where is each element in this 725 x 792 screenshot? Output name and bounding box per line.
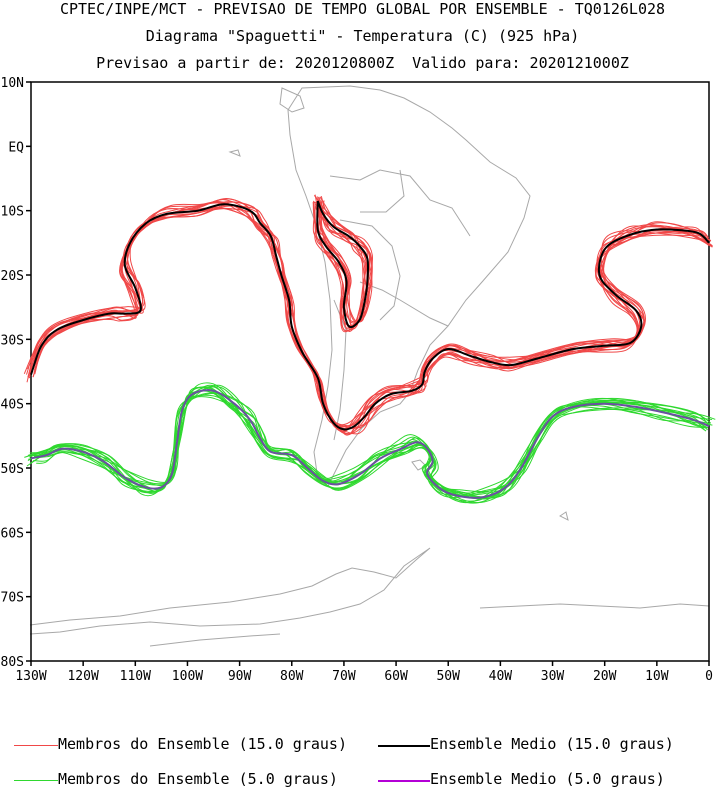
lon-tick-label: 0 (705, 669, 713, 684)
lat-tick-label: 40S (1, 398, 24, 413)
legend-label-mean-5: Ensemble Medio (5.0 graus) (430, 770, 665, 788)
coastline-layer (29, 85, 710, 647)
contour-15deg-andes-mean (316, 200, 370, 328)
map-frame (26, 81, 710, 666)
lon-tick-label: 70W (332, 669, 356, 684)
lon-tick-label: 120W (67, 669, 98, 684)
title-line-2: Diagrama "Spaguetti" - Temperatura (C) (… (145, 27, 580, 45)
lat-tick-label: 70S (1, 591, 24, 606)
lon-tick-label: 50W (436, 669, 460, 684)
lon-tick-label: 80W (280, 669, 304, 684)
legend-swatch-members-5 (14, 780, 58, 781)
contour-layer (23, 194, 716, 504)
contour-5deg-member (29, 386, 705, 499)
contour-5deg-member (33, 394, 709, 504)
lon-tick-label: 90W (228, 669, 252, 684)
title-line-3: Previsao a partir de: 2020120800Z Valido… (96, 54, 629, 72)
contour-5deg-member (24, 382, 711, 497)
legend-swatch-mean-15 (378, 745, 430, 747)
contour-15deg-andes-member (319, 197, 373, 326)
legend-label-members-5: Membros do Ensemble (5.0 graus) (58, 770, 338, 788)
lat-tick-label: EQ (8, 140, 24, 155)
lon-tick-label: 10W (645, 669, 669, 684)
lat-tick-label: 30S (1, 333, 24, 348)
lon-tick-label: 30W (541, 669, 565, 684)
contour-5deg-mean (30, 389, 710, 499)
map-border (30, 81, 710, 662)
contour-15deg-mean (30, 203, 710, 431)
title-line-1: CPTEC/INPE/MCT - PREVISAO DE TEMPO GLOBA… (59, 0, 666, 18)
contour-15deg-andes-member (314, 201, 370, 329)
lon-tick-label: 60W (384, 669, 408, 684)
lat-tick-label: 50S (1, 462, 24, 477)
lat-tick-label: 20S (1, 269, 24, 284)
lon-tick-label: 130W (15, 669, 46, 684)
lat-tick-label: 80S (1, 655, 24, 670)
lon-tick-label: 20W (593, 669, 617, 684)
lon-tick-label: 110W (120, 669, 151, 684)
legend-label-members-15: Membros do Ensemble (15.0 graus) (58, 735, 347, 753)
contour-15deg-andes-member (319, 196, 370, 323)
lat-tick-label: 10S (1, 205, 24, 220)
legend-swatch-mean-5 (378, 780, 430, 782)
lat-tick-label: 60S (1, 526, 24, 541)
contour-15deg-andes-member (314, 201, 368, 328)
lat-tick-label: 10N (1, 76, 24, 91)
lon-tick-label: 40W (489, 669, 513, 684)
legend-label-mean-15: Ensemble Medio (15.0 graus) (430, 735, 674, 753)
lon-tick-label: 100W (172, 669, 203, 684)
legend-swatch-members-15 (14, 745, 58, 746)
